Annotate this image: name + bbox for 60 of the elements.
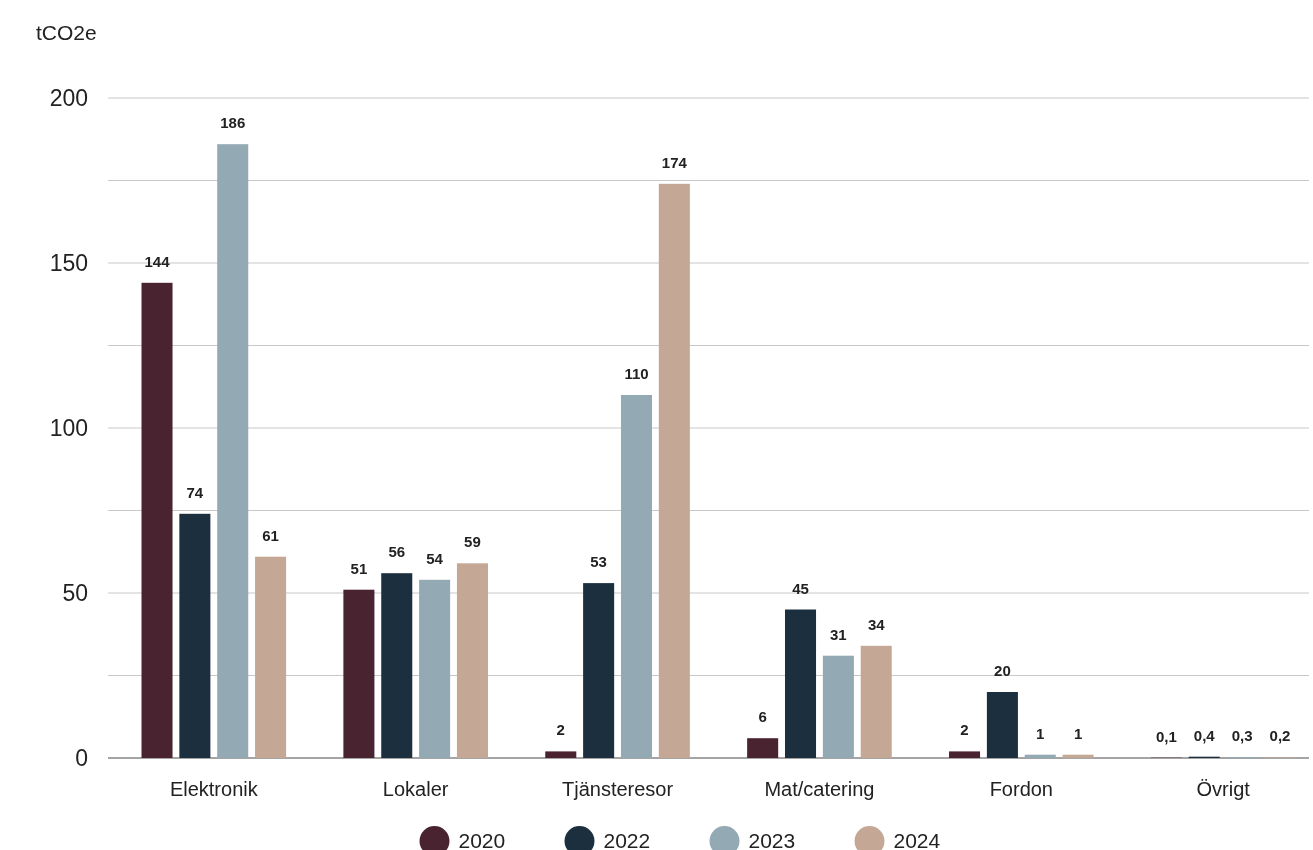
bar <box>620 395 653 758</box>
x-tick-label: Övrigt <box>1196 778 1251 800</box>
data-label: 1 <box>1073 724 1083 742</box>
bar <box>456 563 488 758</box>
x-tick-label: Tjänsteresor <box>561 778 674 800</box>
bar <box>784 609 817 758</box>
y-tick-label: 100 <box>49 415 88 442</box>
data-label: 2 <box>960 721 969 739</box>
y-axis-title: tCO2e <box>36 21 97 44</box>
x-tick-label: Fordon <box>989 778 1054 800</box>
legend-label: 2020 <box>458 829 506 850</box>
data-label: 53 <box>590 553 607 571</box>
data-label: 51 <box>350 559 368 577</box>
x-tick-label: Lokaler <box>382 778 449 800</box>
data-label: 45 <box>792 579 809 597</box>
data-label: 31 <box>830 625 847 643</box>
bar <box>986 692 1018 758</box>
data-label: 144 <box>144 252 171 270</box>
data-label: 0,1 <box>1155 727 1177 745</box>
bar <box>255 556 287 758</box>
data-label: 56 <box>388 543 406 561</box>
data-label: 0,4 <box>1193 726 1216 744</box>
y-tick-label: 0 <box>75 745 88 772</box>
bar <box>1062 754 1094 758</box>
data-label: 20 <box>994 662 1011 679</box>
bar <box>419 579 451 758</box>
bar <box>860 645 892 758</box>
x-tick-label: Elektronik <box>169 778 259 800</box>
legend-label: 2024 <box>893 829 941 850</box>
y-tick-label: 50 <box>62 580 88 607</box>
data-label: 54 <box>426 549 444 567</box>
data-label: 61 <box>262 526 279 544</box>
data-label: 2 <box>556 721 565 739</box>
data-label: 186 <box>220 114 246 132</box>
data-label: 34 <box>867 615 886 633</box>
bar <box>822 655 854 758</box>
bar <box>747 738 779 758</box>
data-label: 74 <box>186 483 204 501</box>
bar <box>217 144 249 758</box>
bar <box>1024 754 1056 758</box>
bar <box>949 751 981 758</box>
bar <box>658 183 690 758</box>
y-tick-label: 200 <box>49 85 88 112</box>
bar <box>381 573 413 758</box>
data-label: 59 <box>464 533 481 551</box>
bar <box>343 589 375 758</box>
x-tick-label: Mat/catering <box>764 778 875 800</box>
data-label: 0,3 <box>1231 727 1253 745</box>
bar <box>141 282 173 758</box>
legend-label: 2023 <box>748 829 796 850</box>
y-tick-label: 150 <box>49 250 88 277</box>
legend-label: 2022 <box>603 829 651 850</box>
data-label: 110 <box>624 365 649 382</box>
data-label: 1 <box>1036 724 1045 742</box>
bar <box>179 513 211 758</box>
data-label: 0,2 <box>1269 727 1291 745</box>
data-label: 6 <box>758 708 767 726</box>
data-label: 174 <box>661 153 688 171</box>
bar <box>583 583 615 758</box>
bar <box>545 751 577 758</box>
